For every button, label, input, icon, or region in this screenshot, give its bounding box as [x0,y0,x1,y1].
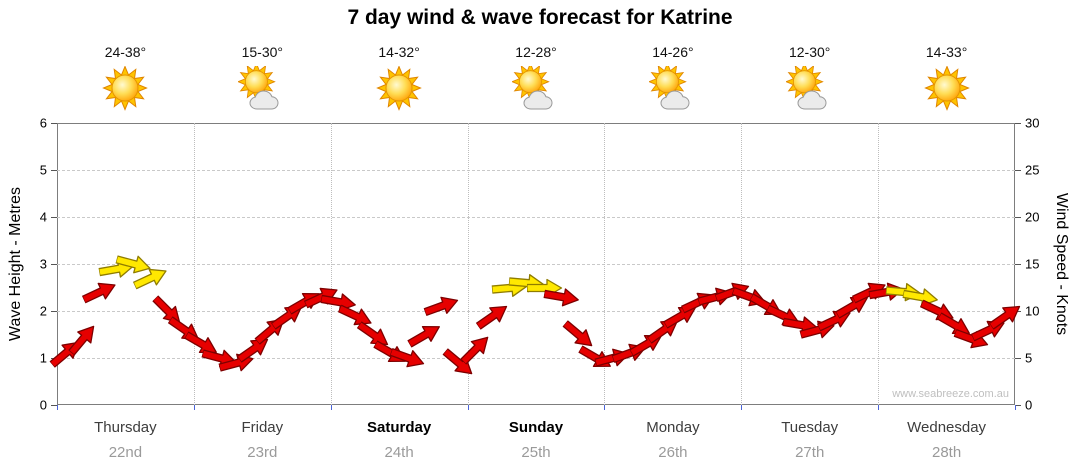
day-temp-range: 12-28° [515,44,557,60]
axis-tick-mark [51,169,57,171]
day-date-label: 22nd [108,444,143,461]
day-temp-range: 14-32° [378,44,420,60]
day-name-label: Sunday [508,419,564,436]
axis-tick-mark [1015,216,1021,218]
wave-axis-tick-label: 4 [39,209,47,225]
bottom-day-tick [604,405,606,410]
wind-axis-tick-label: 0 [1025,397,1033,413]
bottom-day-tick [330,405,332,410]
wind-axis-tick-label: 25 [1025,162,1040,178]
axis-tick-mark [1015,357,1021,359]
day-temp-range: 24-38° [104,44,147,60]
wind-arrow [387,342,428,373]
day-date-label: 26th [658,444,688,461]
wind-arrow [986,297,1027,334]
wind-axis-tick-label: 30 [1025,115,1040,131]
bottom-day-tick [741,405,743,410]
wind-arrow [79,276,120,309]
sun-cloud-icon [511,62,560,114]
wind-arrow [559,315,599,353]
day-temp-range: 14-26° [652,44,694,60]
wind-axis-tick-label: 5 [1025,350,1033,366]
day-separator-line [878,123,880,405]
watermark: www.seabreeze.com.au [892,388,1009,400]
sun-cloud-icon [237,62,286,114]
wind-arrow [473,297,514,334]
day-temp-range: 12-30° [788,44,831,60]
bottom-day-tick [1015,405,1016,410]
day-name-label: Saturday [366,419,432,436]
day-temp-range: 15-30° [241,44,283,60]
day-separator-line [467,123,469,405]
axis-tick-mark [1015,404,1021,406]
bottom-day-tick [193,405,195,410]
wind-axis-tick-label: 20 [1025,209,1040,225]
wind-speed-axis-label: Wind Speed - Knots [1053,192,1070,336]
day-temp-range: 14-33° [925,44,968,60]
wave-height-axis-label: Wave Height - Metres [7,186,24,342]
wind-arrow [131,261,172,294]
wave-axis-tick-label: 6 [39,115,47,131]
gridline-horizontal [57,264,1015,265]
bottom-day-tick [878,405,880,410]
bottom-day-tick [57,405,58,410]
wind-arrow [63,319,101,359]
sun-icon [101,65,149,114]
wave-axis-tick-label: 5 [39,162,47,178]
wind-arrow [456,329,496,369]
day-name-label: Thursday [94,419,157,436]
wind-arrow [233,330,274,367]
day-separator-line [604,123,606,405]
wind-arrow [832,289,873,324]
day-name-label: Tuesday [781,419,839,436]
day-name-label: Friday [241,419,284,436]
wave-axis-tick-label: 0 [39,397,47,413]
axis-tick-mark [51,310,57,312]
day-separator-line [330,123,332,405]
axis-tick-mark [1015,122,1021,124]
wind-arrow [404,317,445,352]
wind-arrow [542,284,581,310]
wave-axis-tick-label: 2 [39,303,47,319]
axis-tick-mark [1015,263,1021,265]
day-date-label: 24th [384,444,414,461]
wave-axis-tick-label: 3 [39,256,47,272]
axis-tick-mark [51,263,57,265]
gridline-horizontal [57,170,1015,171]
day-date-label: 23rd [247,444,278,461]
bottom-day-tick [467,405,469,410]
day-date-label: 28th [931,444,962,461]
axis-tick-mark [51,122,57,124]
chart-title: 7 day wind & wave forecast for Katrine [347,6,733,29]
wind-arrow [422,291,463,322]
day-separator-line [741,123,743,405]
gridline-horizontal [57,358,1015,359]
axis-tick-mark [51,216,57,218]
day-separator-line [193,123,195,405]
axis-tick-mark [1015,169,1021,171]
day-date-label: 27th [795,444,825,461]
sun-icon [375,65,423,114]
sun-cloud-icon [784,62,834,114]
wind-axis-tick-label: 10 [1025,303,1040,319]
wave-axis-tick-label: 1 [39,350,47,366]
day-name-label: Monday [646,419,700,436]
gridline-horizontal [57,311,1015,312]
wind-axis-tick-label: 15 [1025,256,1040,272]
wind-arrow [320,289,359,315]
day-name-label: Wednesday [907,419,987,436]
gridline-horizontal [57,217,1015,218]
wind-arrow [114,250,154,279]
day-date-label: 25th [521,444,551,461]
wind-arrow [661,298,702,333]
sun-cloud-icon [647,62,697,114]
axis-tick-mark [51,404,57,406]
sun-icon [923,65,971,114]
